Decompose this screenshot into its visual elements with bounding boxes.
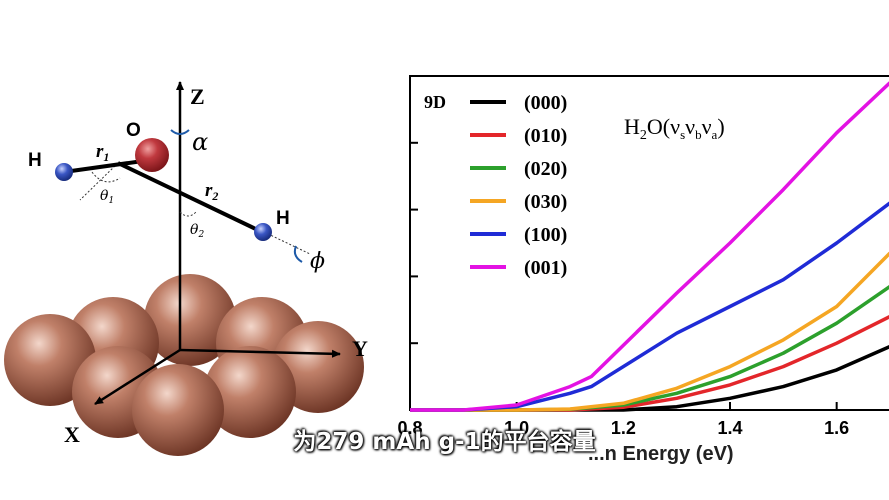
molecule-diagram: Z Y X O H H r1 r2 α ϕ θ1 θ2 <box>4 81 368 456</box>
panel-label: 9D <box>424 92 446 112</box>
surface-atom <box>204 346 296 438</box>
z-axis-label: Z <box>190 84 205 109</box>
video-subtitle: 为279 mAh g-1的平台容量 <box>293 429 596 455</box>
x-axis-title: ...n Energy (eV) <box>588 443 734 465</box>
y-axis <box>179 348 341 358</box>
hydrogen-left-label: H <box>28 150 42 171</box>
surface-slab <box>4 274 364 456</box>
theta2-arc <box>179 211 197 217</box>
x-tick-label: 1.4 <box>717 418 742 438</box>
chart-series <box>410 81 889 412</box>
series-line-001 <box>410 81 889 412</box>
bond-r2 <box>117 161 263 234</box>
oxygen-atom <box>135 138 169 172</box>
hydrogen-right-label: H <box>276 208 290 229</box>
surface-atom <box>144 274 236 366</box>
series-line-030 <box>410 251 889 412</box>
x-axis-label: X <box>64 422 80 447</box>
chart-annotation: H2O(νsνbνa) <box>624 114 725 143</box>
legend-label: (010) <box>524 125 567 147</box>
alpha-label: α <box>192 128 208 156</box>
legend-label: (100) <box>524 224 567 246</box>
x-tick-label: 1.0 <box>504 418 529 438</box>
x-axis <box>94 348 181 406</box>
chart-tick-labels: 0.8 1.0 1.2 1.4 1.6 <box>397 418 849 438</box>
phi-label: ϕ <box>310 249 325 274</box>
phi-reference <box>263 231 311 255</box>
x-tick-label: 1.6 <box>824 418 849 438</box>
r1-label: r1 <box>96 141 109 164</box>
legend-label: (020) <box>524 158 567 180</box>
theta1-label: θ1 <box>100 188 114 206</box>
x-tick-label: 0.8 <box>397 418 422 438</box>
probability-chart: 0.8 1.0 1.2 1.4 1.6 (000) (010) (020) (030) (100… <box>397 75 889 465</box>
theta1-reference <box>79 162 119 201</box>
theta1-arc <box>91 171 121 183</box>
alpha-rotation-arrow <box>170 129 190 135</box>
legend-label: (000) <box>524 92 567 114</box>
bond-r1 <box>63 158 151 174</box>
y-axis-label: Y <box>352 336 368 361</box>
x-tick-label: 1.2 <box>611 418 636 438</box>
oxygen-label: O <box>126 120 141 141</box>
hydrogen-atom-left <box>55 163 73 181</box>
hydrogen-atom-right <box>254 223 272 241</box>
surface-atom <box>132 364 224 456</box>
phi-rotation-arrow <box>293 245 303 263</box>
chart-legend: (000) (010) (020) (030) (100) (001) <box>470 92 567 279</box>
theta2-label: θ2 <box>190 222 204 240</box>
legend-label: (030) <box>524 191 567 213</box>
r2-label: r2 <box>205 180 218 203</box>
legend-label: (001) <box>524 257 567 279</box>
